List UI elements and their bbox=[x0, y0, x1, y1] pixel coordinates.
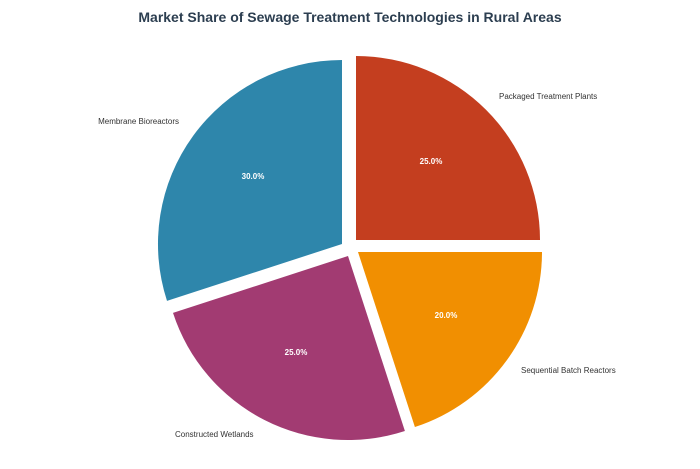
label-sequential-batch-reactors: Sequential Batch Reactors bbox=[521, 366, 616, 375]
pct-label-packaged: 25.0% bbox=[420, 157, 443, 166]
slice-constructed-wetlands[interactable] bbox=[173, 256, 405, 441]
slice-sequential-batch-reactors[interactable] bbox=[358, 252, 542, 427]
pct-label-membrane: 30.0% bbox=[242, 172, 265, 181]
pct-label-sequential: 20.0% bbox=[435, 311, 458, 320]
slice-packaged-treatment-plants[interactable] bbox=[356, 56, 540, 240]
pct-label-wetlands: 25.0% bbox=[285, 348, 308, 357]
label-membrane-bioreactors: Membrane Bioreactors bbox=[98, 117, 179, 126]
chart-title: Market Share of Sewage Treatment Technol… bbox=[138, 9, 562, 25]
slice-membrane-bioreactors[interactable] bbox=[157, 60, 342, 301]
label-constructed-wetlands: Constructed Wetlands bbox=[175, 430, 254, 439]
label-packaged-treatment-plants: Packaged Treatment Plants bbox=[499, 92, 597, 101]
